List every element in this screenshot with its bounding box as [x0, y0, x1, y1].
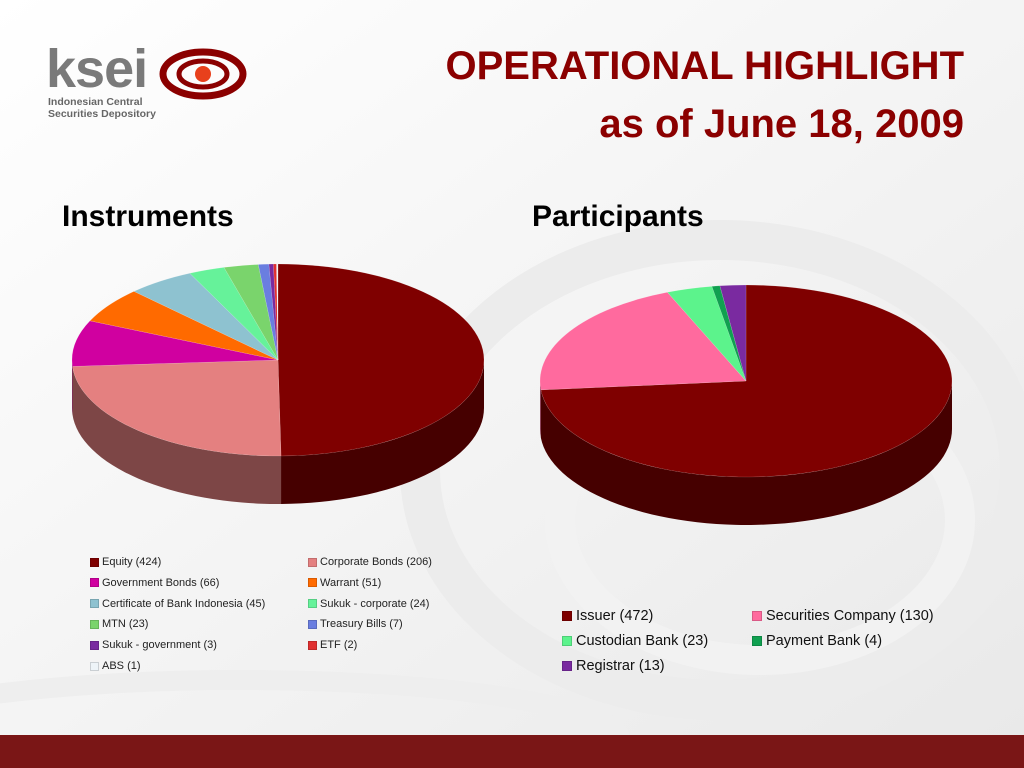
participants-legend: Issuer (472) Securities Company (130) Cust…	[562, 608, 982, 688]
legend-swatch	[562, 636, 572, 646]
legend-swatch	[308, 599, 317, 609]
instruments-heading: Instruments	[62, 200, 234, 233]
pie-slice-government-bonds	[71, 320, 279, 367]
pie-slice-corporate-bonds	[72, 359, 282, 457]
pie-side-corporate-bonds	[72, 366, 282, 504]
logo-swirl-icon	[159, 48, 247, 100]
legend-swatch	[90, 599, 99, 609]
footer-bar	[0, 735, 1024, 768]
legend-item-registrar: Registrar (13)	[562, 658, 665, 674]
legend-swatch	[752, 636, 762, 646]
participants-pie-chart	[539, 285, 953, 525]
pie-side-issuer	[540, 381, 952, 525]
legend-label: ETF (2)	[320, 639, 358, 652]
pie-slice-certificate-of-bank-indonesia	[133, 272, 279, 361]
legend-item-securities-company: Securities Company (130)	[752, 608, 934, 624]
legend-swatch	[90, 640, 99, 650]
legend-swatch	[90, 661, 99, 671]
pie-slice-securities-company	[539, 291, 747, 391]
legend-item-etf: ETF (2)	[308, 639, 357, 651]
pie-slice-registrar	[719, 285, 747, 382]
page-title: OPERATIONAL HIGHLIGHT	[445, 44, 964, 88]
legend-label: Government Bonds (66)	[102, 576, 220, 589]
legend-item-certificate-of-bank-indonesia: Certificate of Bank Indonesia (45)	[90, 598, 265, 610]
legend-swatch	[90, 557, 99, 567]
legend-label: MTN (23)	[102, 618, 149, 631]
legend-item-sukuk-corporate: Sukuk - corporate (24)	[308, 598, 429, 610]
legend-swatch	[308, 619, 317, 629]
legend-label: Securities Company (130)	[766, 608, 934, 624]
legend-item-payment-bank: Payment Bank (4)	[752, 633, 882, 649]
legend-label: Registrar (13)	[576, 658, 665, 674]
legend-item-corporate-bonds: Corporate Bonds (206)	[308, 556, 432, 568]
legend-swatch	[90, 578, 99, 588]
legend-item-government-bonds: Government Bonds (66)	[90, 577, 219, 589]
pie-slice-treasury-bills	[257, 263, 279, 361]
legend-label: Certificate of Bank Indonesia (45)	[102, 597, 266, 610]
legend-swatch	[752, 611, 762, 621]
instruments-pie-chart	[71, 263, 485, 504]
legend-swatch	[308, 640, 317, 650]
legend-label: Issuer (472)	[576, 608, 654, 624]
legend-label: Equity (424)	[102, 556, 162, 568]
pie-slice-custodian-bank	[666, 286, 747, 382]
legend-item-mtn: MTN (23)	[90, 618, 148, 630]
pie-slice-warrant	[89, 291, 279, 361]
legend-item-equity: Equity (424)	[90, 556, 161, 568]
page-subtitle: as of June 18, 2009	[599, 102, 964, 146]
logo-subtitle-line1: Indonesian Central	[48, 96, 143, 108]
pie-slice-abs	[276, 263, 279, 361]
legend-item-custodian-bank: Custodian Bank (23)	[562, 633, 708, 649]
pie-slice-equity	[277, 263, 485, 457]
legend-label: Payment Bank (4)	[766, 633, 883, 649]
pie-side-securities-company	[540, 381, 541, 438]
pie-slice-sukuk-corporate	[189, 267, 279, 361]
legend-label: Custodian Bank (23)	[576, 633, 709, 649]
legend-item-treasury-bills: Treasury Bills (7)	[308, 618, 403, 630]
legend-label: Sukuk - government (3)	[102, 639, 217, 652]
legend-label: Corporate Bonds (206)	[320, 556, 432, 568]
legend-label: ABS (1)	[102, 660, 141, 672]
pie-slice-issuer	[540, 285, 953, 478]
legend-item-sukuk-government: Sukuk - government (3)	[90, 639, 217, 651]
legend-swatch	[308, 578, 317, 588]
legend-label: Treasury Bills (7)	[320, 618, 403, 631]
pie-slice-sukuk-government	[268, 263, 279, 361]
participants-heading: Participants	[532, 200, 704, 233]
logo-subtitle-line2: Securities Depository	[48, 108, 156, 120]
legend-item-abs: ABS (1)	[90, 660, 141, 672]
instruments-legend: Equity (424) Corporate Bonds (206) Governm…	[90, 556, 490, 686]
legend-label: Warrant (51)	[320, 576, 382, 589]
legend-swatch	[562, 661, 572, 671]
legend-item-issuer: Issuer (472)	[562, 608, 653, 624]
pie-side-equity	[281, 360, 484, 504]
legend-swatch	[308, 557, 317, 567]
logo-wordmark: ksei	[46, 39, 148, 99]
pie-slice-etf	[273, 263, 279, 361]
legend-item-warrant: Warrant (51)	[308, 577, 381, 589]
pie-slice-mtn	[223, 264, 279, 361]
pie-slice-payment-bank	[711, 285, 747, 382]
legend-swatch	[562, 611, 572, 621]
legend-swatch	[90, 619, 99, 629]
legend-label: Sukuk - corporate (24)	[320, 597, 430, 610]
